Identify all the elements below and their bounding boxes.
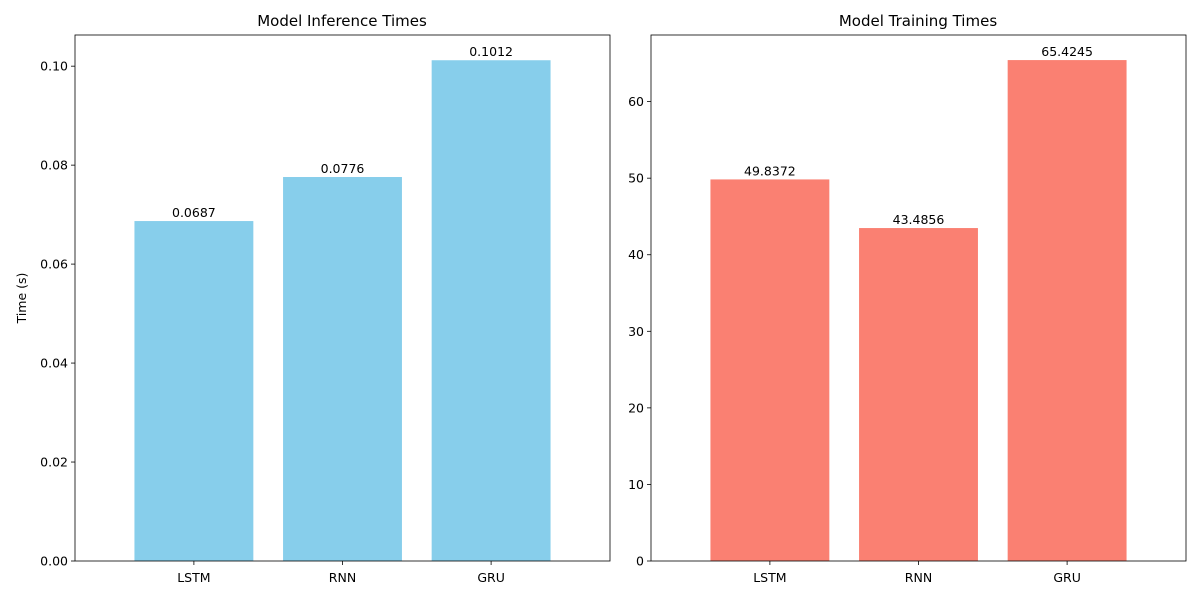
inference-x-tick-label: RNN: [329, 570, 356, 585]
inference-bar-lstm: [134, 221, 254, 561]
training-y-tick-label: 0: [636, 554, 644, 569]
training-bar-lstm: [710, 179, 830, 561]
training-x-tick-label: RNN: [905, 570, 932, 585]
training-bar-rnn: [859, 228, 978, 562]
inference-data-label-rnn: 0.0776: [321, 161, 365, 176]
inference-y-tick-label: 0.02: [40, 455, 68, 470]
inference-y-tick-label: 0.00: [40, 554, 68, 569]
inference-y-tick-label: 0.08: [40, 158, 68, 173]
training-plot-area: 49.8372 LSTM 43.4856 RNN 65.4245 GRU 0 10 20 30 40…: [628, 34, 1187, 585]
inference-data-label-gru: 0.1012: [469, 44, 513, 59]
training-chart: Model Training Times 49.8372 LSTM 43.4856 R…: [628, 12, 1187, 585]
inference-y-axis-label: Time (s): [14, 273, 29, 325]
inference-y-tick-label: 0.04: [40, 356, 68, 371]
inference-bar-gru: [431, 60, 551, 562]
training-y-tick-label: 10: [628, 477, 644, 492]
inference-bar-rnn: [283, 177, 402, 561]
training-bar-gru: [1007, 60, 1127, 561]
training-x-tick-label: LSTM: [753, 570, 786, 585]
training-y-tick-label: 50: [628, 171, 644, 186]
inference-axes-frame: [74, 34, 611, 562]
training-y-tick-label: 40: [628, 247, 644, 262]
inference-chart-title: Model Inference Times: [257, 12, 427, 30]
inference-y-tick-label: 0.06: [40, 257, 68, 272]
inference-plot-area: 0.0687 LSTM 0.0776 RNN 0.1012 GRU 0.00 0.02 0.04…: [40, 34, 611, 585]
training-chart-title: Model Training Times: [839, 12, 997, 30]
training-axes-frame: [650, 34, 1187, 562]
inference-x-tick-label: LSTM: [177, 570, 210, 585]
inference-y-tick-label: 0.10: [40, 59, 68, 74]
training-data-label-rnn: 43.4856: [893, 212, 945, 227]
inference-x-tick-label: GRU: [477, 570, 505, 585]
training-y-tick-label: 60: [628, 94, 644, 109]
inference-chart: Model Inference Times Time (s) 0.0687 LST…: [14, 12, 611, 585]
training-y-tick-label: 30: [628, 324, 644, 339]
inference-data-label-lstm: 0.0687: [172, 205, 216, 220]
training-x-tick-label: GRU: [1053, 570, 1081, 585]
training-data-label-gru: 65.4245: [1041, 44, 1093, 59]
training-y-tick-label: 20: [628, 400, 644, 415]
training-data-label-lstm: 49.8372: [744, 163, 796, 178]
